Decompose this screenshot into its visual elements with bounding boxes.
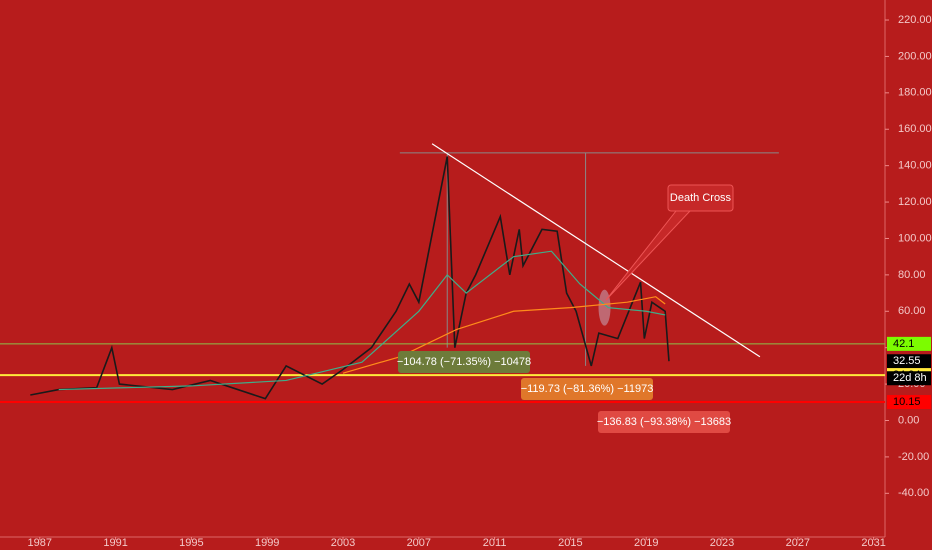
- price-tag: [887, 336, 931, 351]
- annotation: −119.73 (−81.36%) −11973: [521, 383, 654, 395]
- annotation: Death Cross: [670, 192, 732, 204]
- y-tick-label: 200.00: [898, 50, 932, 62]
- x-tick-label: 2031: [861, 537, 885, 549]
- price-tag: [887, 395, 931, 410]
- y-tick-label: 220.00: [898, 14, 932, 26]
- x-tick-label: 2015: [558, 537, 582, 549]
- x-tick-label: 1987: [28, 537, 52, 549]
- x-tick-label: 2011: [483, 537, 507, 549]
- price-tag-label: 42.1: [893, 338, 914, 350]
- annotation-box: [521, 378, 653, 400]
- y-tick-label: 120.00: [898, 196, 932, 208]
- price-line: [58, 250, 666, 391]
- x-tick-label: 2003: [331, 537, 355, 549]
- y-tick-label: 160.00: [898, 123, 932, 135]
- x-tick-label: 1999: [255, 537, 279, 549]
- x-tick-label: 2023: [710, 537, 734, 549]
- x-tick-label: 2027: [786, 537, 810, 549]
- annotation-box: [667, 184, 734, 212]
- trendline: [431, 143, 761, 358]
- y-tick-label: 0.00: [898, 414, 919, 426]
- annotation: −136.83 (−93.38%) −13683: [597, 416, 731, 428]
- y-tick-label: 100.00: [898, 232, 932, 244]
- y-tick-label: 180.00: [898, 87, 932, 99]
- y-tick-label: 80.00: [898, 269, 926, 281]
- price-tag-label: 10.15: [893, 396, 921, 408]
- price-tag-label: 32.55: [893, 355, 921, 367]
- x-tick-label: 1991: [103, 537, 127, 549]
- annotation: −104.78 (−71.35%) −10478: [397, 356, 531, 368]
- x-tick-label: 2019: [634, 537, 658, 549]
- countdown-tag: [887, 371, 931, 386]
- price-tag: [887, 354, 931, 369]
- y-tick-label: 140.00: [898, 160, 932, 172]
- annotation-box: [398, 351, 530, 373]
- y-tick-label: -20.00: [898, 451, 929, 463]
- countdown: 22d 8h: [893, 372, 927, 384]
- y-tick-label: 60.00: [898, 305, 926, 317]
- y-tick-label: -40.00: [898, 487, 929, 499]
- x-tick-label: 2007: [407, 537, 431, 549]
- x-tick-label: 1995: [179, 537, 203, 549]
- annotation-box: [598, 411, 730, 433]
